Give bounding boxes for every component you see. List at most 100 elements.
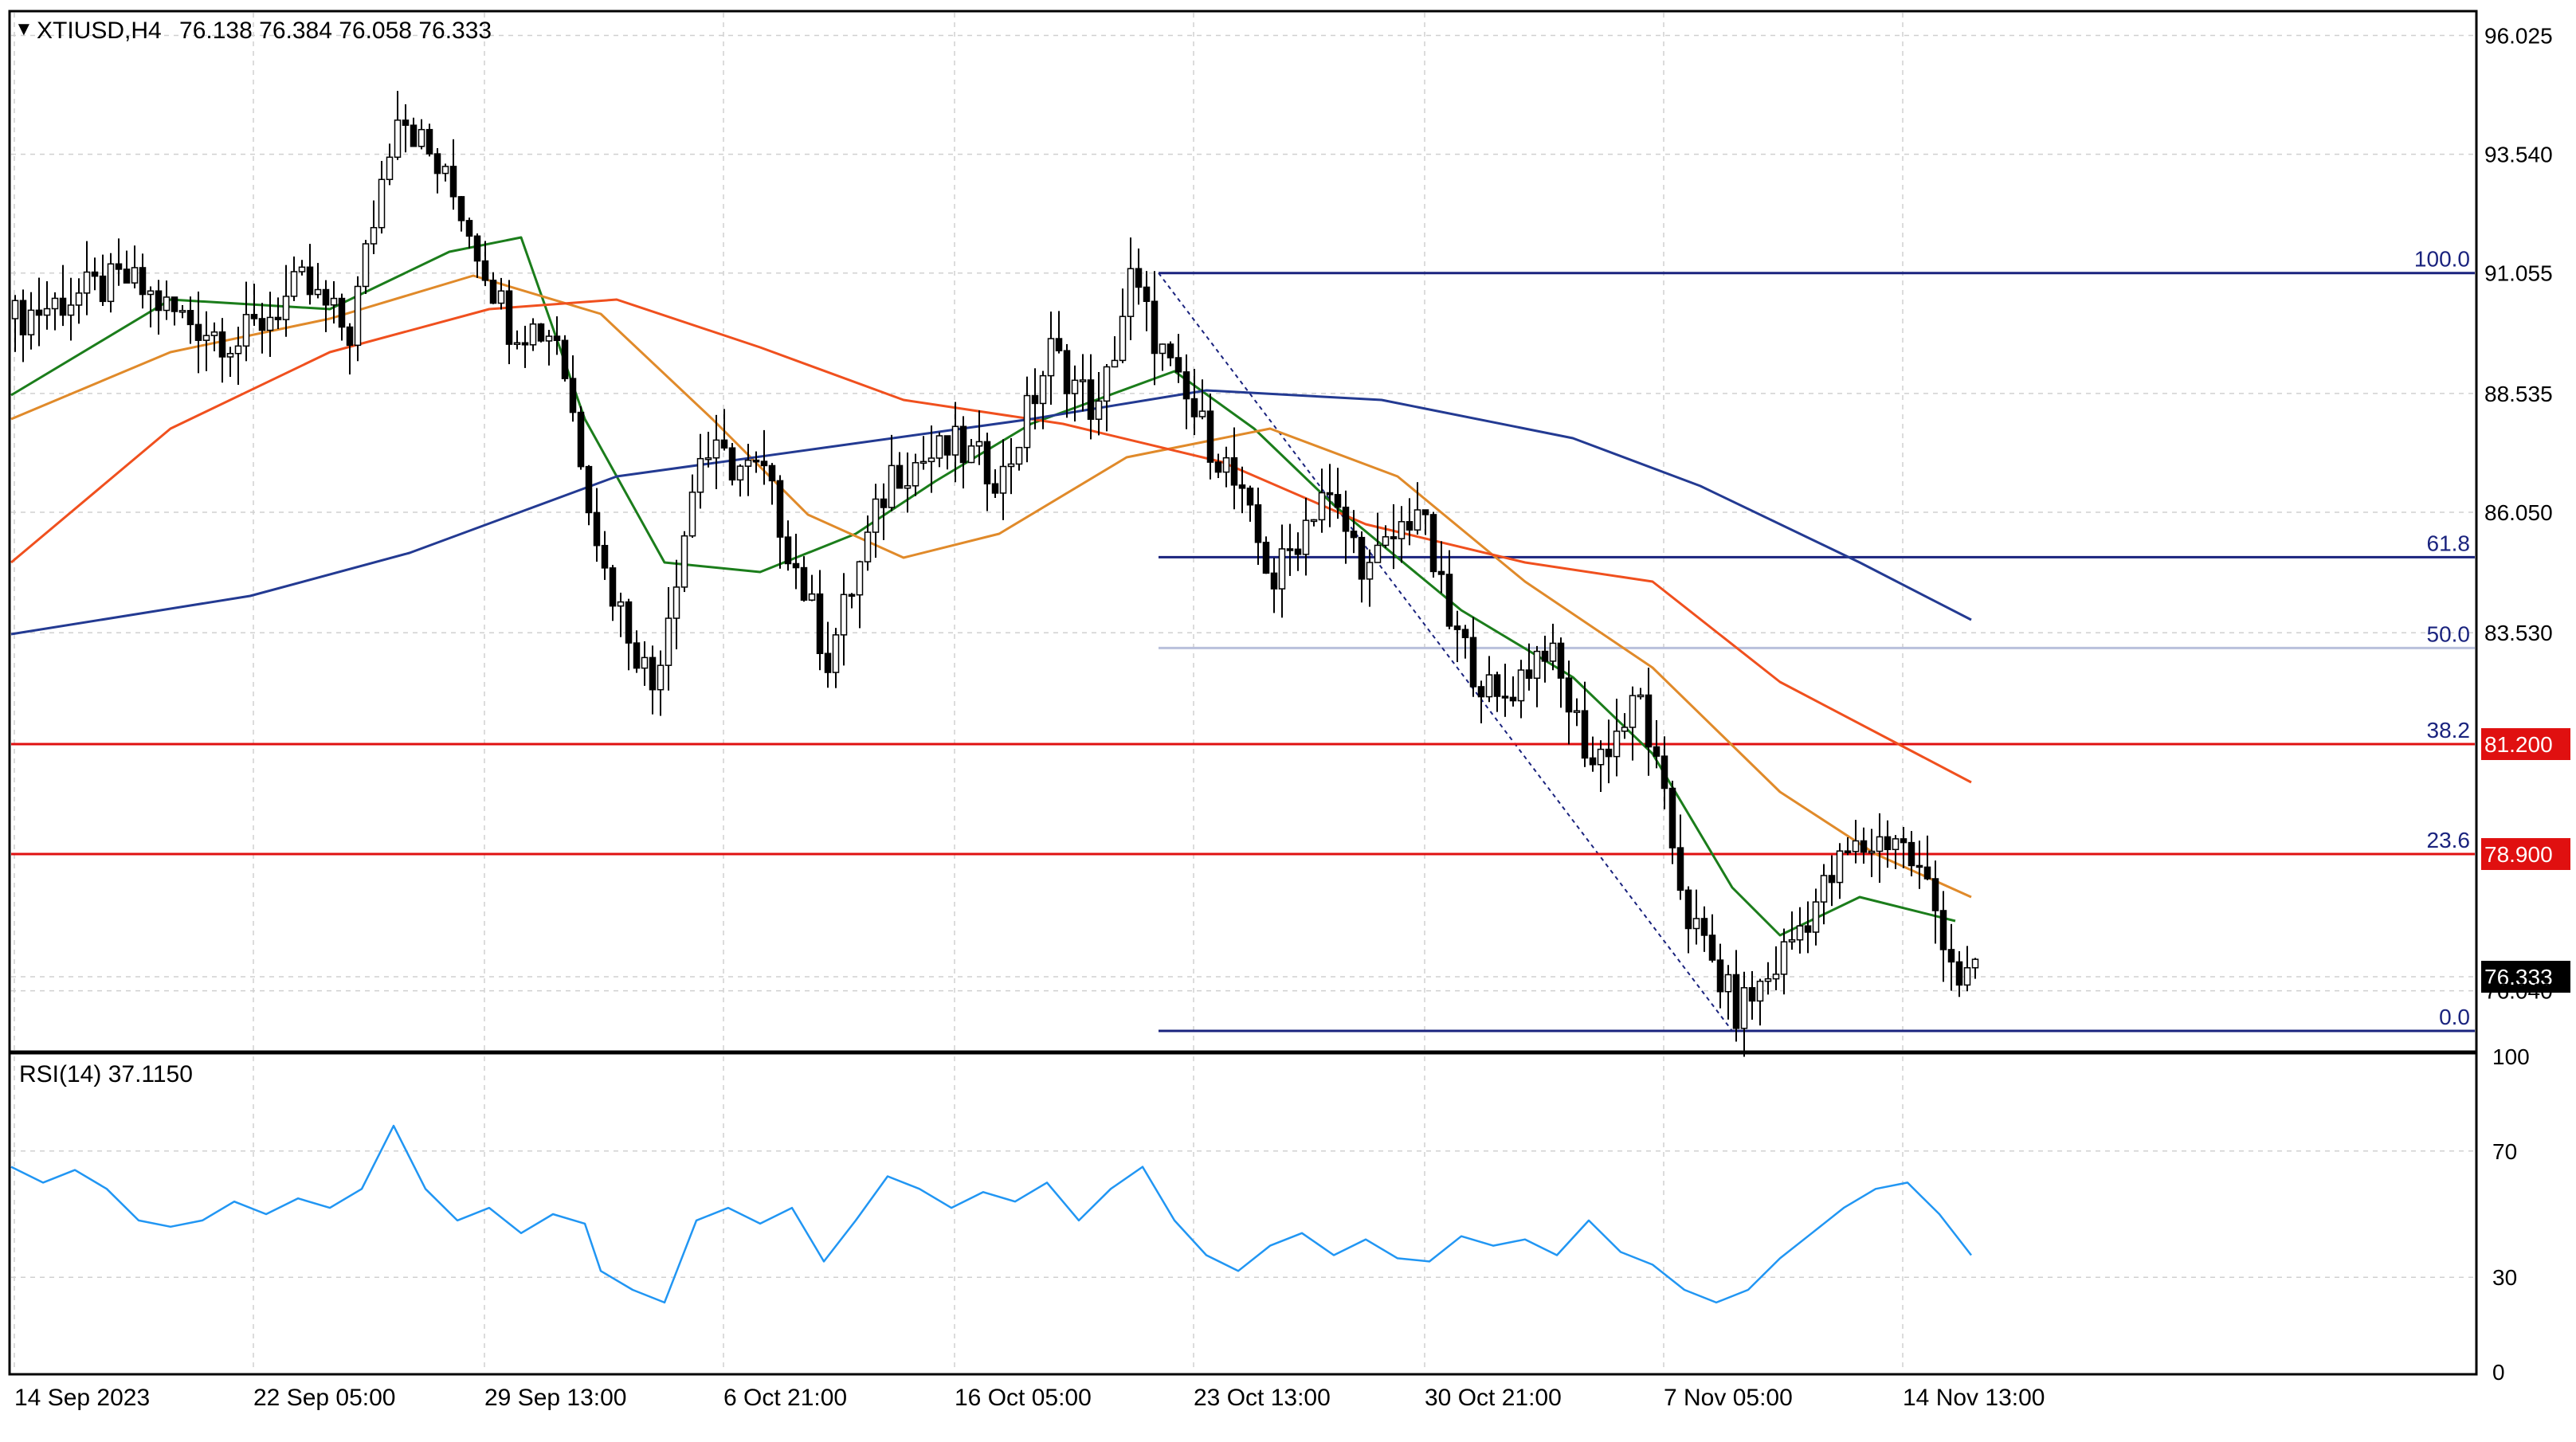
- candle-body: [1828, 875, 1836, 884]
- candle-body: [1111, 359, 1119, 368]
- candle-body: [1549, 642, 1557, 662]
- candle-body: [1390, 536, 1398, 539]
- candle-body: [951, 425, 959, 456]
- price-axis-label-4: 86.050: [2484, 500, 2553, 525]
- price-axis: 96.025 93.540 91.055 88.535 86.050 83.530 81.2…: [14, 24, 2570, 1411]
- candle-body: [593, 511, 601, 547]
- candle-body: [712, 439, 720, 459]
- candle-body: [147, 290, 155, 296]
- candle-body: [1509, 696, 1517, 702]
- candle-body: [641, 656, 649, 669]
- candle-body: [1764, 978, 1772, 982]
- candle-body: [744, 459, 752, 467]
- candle-body: [202, 335, 210, 341]
- candle-body: [465, 220, 473, 237]
- rsi-panel-frame: [8, 1052, 2478, 1376]
- candle-body: [545, 335, 553, 342]
- rsi-indicator: [10, 1124, 1972, 1304]
- candle-body: [1923, 866, 1931, 880]
- price-axis-label-1: 93.540: [2484, 143, 2553, 167]
- candle-body: [1844, 850, 1852, 853]
- candle-body: [888, 464, 896, 508]
- time-axis-label-0: 14 Sep 2023: [14, 1385, 150, 1411]
- candle-body: [107, 263, 115, 303]
- candle-body: [91, 271, 99, 277]
- candle-body: [1812, 901, 1820, 933]
- candle-body: [513, 342, 521, 345]
- candle-body: [322, 288, 330, 306]
- candle-body: [1334, 494, 1342, 508]
- candle-body: [258, 318, 266, 331]
- candle-body: [1931, 878, 1939, 911]
- candle-body: [1421, 509, 1429, 515]
- candle-body: [131, 267, 139, 284]
- rsi-axis-label-1: 70: [2492, 1139, 2517, 1164]
- candle-body: [218, 331, 226, 358]
- candle-body: [425, 128, 433, 155]
- candle-body: [935, 435, 943, 459]
- candle-body: [1525, 669, 1533, 680]
- candle-body: [1222, 457, 1230, 473]
- candle-body: [1613, 731, 1621, 758]
- candle-body: [1278, 548, 1286, 590]
- candle-body: [1907, 841, 1915, 867]
- time-axis-label-8: 14 Nov 13:00: [1903, 1385, 2045, 1411]
- candle-body: [1127, 268, 1135, 317]
- candle-body: [1868, 850, 1876, 854]
- candle-body: [1055, 338, 1063, 351]
- rsi-axis-label-3: 0: [2492, 1360, 2505, 1385]
- moving-average-3: [10, 389, 1972, 636]
- symbol-label: XTIUSD,H4: [37, 18, 162, 44]
- candle-body: [1135, 268, 1143, 288]
- candle-body: [298, 266, 306, 272]
- candle-body: [1477, 686, 1485, 698]
- candle-body: [601, 544, 609, 569]
- candle-body: [346, 326, 354, 347]
- candle-body: [696, 457, 704, 493]
- price-panel-frame: [8, 10, 2478, 1053]
- price-level-marker-6: [2481, 728, 2570, 760]
- time-axis-label-7: 7 Nov 05:00: [1664, 1385, 1793, 1411]
- candle-body: [896, 464, 904, 489]
- support-resistance-lines[interactable]: [11, 743, 2475, 856]
- time-axis-label-3: 6 Oct 21:00: [723, 1385, 847, 1411]
- price-axis-label-7: 78.900: [2484, 842, 2553, 867]
- price-axis-label-6: 81.200: [2484, 732, 2553, 757]
- moving-average-1: [10, 274, 1972, 899]
- candle-body: [1262, 542, 1270, 574]
- candle-body: [155, 290, 163, 312]
- candle-body: [1047, 338, 1055, 377]
- candle-body: [1653, 746, 1660, 757]
- candle-body: [569, 378, 577, 413]
- candle-body: [959, 425, 967, 464]
- candle-body: [330, 297, 338, 306]
- candle-body: [1780, 941, 1788, 975]
- candle-body: [1692, 918, 1700, 930]
- chart-menu-triangle-icon[interactable]: ▼: [14, 18, 33, 40]
- candle-body: [1700, 918, 1708, 936]
- fib-trend-line[interactable]: [1158, 272, 1733, 1032]
- candle-body: [51, 297, 59, 310]
- price-candles: [11, 91, 1979, 1057]
- candle-body: [1501, 696, 1509, 699]
- candle-body: [529, 323, 537, 346]
- candle-body: [1413, 509, 1421, 531]
- candle-body: [505, 290, 513, 345]
- candle-body: [521, 342, 529, 346]
- candle-body: [1015, 446, 1023, 465]
- candle-body: [1246, 488, 1254, 506]
- candle-body: [927, 457, 935, 463]
- candle-body: [1947, 949, 1955, 963]
- candle-body: [1437, 570, 1445, 575]
- ohlc-values: 76.138 76.384 76.058 76.333: [179, 18, 492, 44]
- candle-body: [1788, 938, 1796, 942]
- candle-body: [186, 310, 194, 326]
- candle-body: [1716, 959, 1724, 993]
- candle-body: [1366, 562, 1374, 580]
- candle-body: [234, 345, 242, 355]
- candle-body: [481, 260, 489, 281]
- candle-body: [290, 271, 298, 297]
- price-axis-label-3: 88.535: [2484, 382, 2553, 406]
- candle-body: [1876, 836, 1884, 852]
